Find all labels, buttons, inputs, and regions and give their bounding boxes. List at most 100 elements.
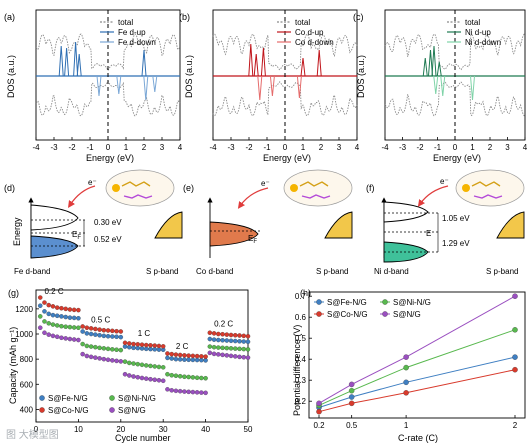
capacity-point bbox=[67, 324, 73, 330]
capacity-point bbox=[110, 328, 115, 334]
capacity-point bbox=[182, 389, 187, 394]
potential-chart: (h) Potential difference (V) C-rate (C) … bbox=[292, 288, 526, 443]
capacity-point bbox=[199, 390, 204, 395]
dos-tick-label: 0 bbox=[106, 143, 111, 152]
capacity-point bbox=[220, 338, 225, 343]
capacity-point bbox=[233, 338, 238, 344]
capacity-point bbox=[59, 323, 64, 329]
dos-tick-label: 2 bbox=[488, 143, 493, 152]
y-tick-label: 1200 bbox=[15, 305, 33, 314]
sulfur-atom bbox=[462, 184, 470, 192]
legend-label: S@Co-N/G bbox=[327, 310, 368, 319]
capacity-point bbox=[110, 358, 115, 363]
capacity-point bbox=[241, 355, 247, 360]
capacity-point bbox=[122, 371, 128, 377]
rate-annotation: 0.2 C bbox=[214, 319, 233, 328]
capacity-point bbox=[199, 357, 204, 363]
capacity-point bbox=[245, 334, 251, 339]
legend-down: Co d-down bbox=[295, 38, 334, 47]
capacity-point bbox=[177, 373, 183, 379]
capacity-point bbox=[228, 346, 234, 351]
capacity-point bbox=[237, 339, 242, 344]
capacity-point bbox=[93, 332, 98, 337]
series-line bbox=[318, 329, 516, 406]
capacity-point bbox=[37, 325, 43, 330]
capacity-point bbox=[194, 375, 200, 380]
dos-tick-label: -1 bbox=[86, 143, 94, 152]
band-panel-e: (e) EF Co d-band S p-band e⁻ bbox=[183, 169, 353, 276]
legend-up: Ni d-up bbox=[465, 28, 491, 37]
band-panel-f: (f) E 1.05 eV 1.29 eV Ni d-band S p-band… bbox=[366, 169, 525, 276]
capacity-point bbox=[224, 338, 230, 343]
capacity-point bbox=[84, 325, 90, 330]
series-point bbox=[348, 387, 355, 394]
capacity-point bbox=[135, 342, 141, 347]
total-dos-up bbox=[35, 33, 181, 72]
d-up-peak bbox=[260, 47, 266, 77]
watermark: 图 大模型图 bbox=[6, 430, 59, 441]
capacity-point bbox=[101, 346, 107, 351]
capacity-point bbox=[127, 360, 132, 366]
series-point bbox=[348, 400, 355, 407]
capacity-point bbox=[131, 374, 136, 379]
metal-band-label: Co d-band bbox=[196, 267, 233, 276]
sulfur-atom bbox=[112, 184, 120, 192]
capacity-point bbox=[101, 333, 107, 339]
x-tick-label: 0.2 bbox=[313, 421, 325, 430]
dos-tick-label: 1 bbox=[124, 143, 129, 152]
capacity-point bbox=[97, 333, 102, 338]
dos-xlabel-a: Energy (eV) bbox=[86, 153, 134, 163]
dos-legend: total Ni d-up Ni d-down bbox=[447, 18, 501, 47]
capacity-point bbox=[190, 357, 196, 363]
capacity-point bbox=[160, 378, 166, 384]
dos-tick-label: -2 bbox=[416, 143, 424, 152]
capacity-point bbox=[37, 314, 43, 319]
capacity-point bbox=[169, 388, 174, 393]
capacity-point bbox=[148, 343, 153, 348]
legend-marker bbox=[382, 311, 388, 317]
capacity-point bbox=[67, 307, 73, 312]
s-band-shape bbox=[496, 211, 525, 239]
d-up-peak bbox=[248, 43, 254, 77]
capacity-point bbox=[237, 333, 242, 338]
d-down-peak bbox=[433, 75, 439, 95]
capacity-chart: (g) Capacity (mAh g⁻¹) Cycle number 0 10 2… bbox=[8, 287, 253, 443]
capacity-point bbox=[160, 344, 166, 349]
capacity-point bbox=[143, 346, 149, 352]
rate-annotation: 1 C bbox=[138, 329, 151, 338]
capacity-point bbox=[165, 387, 170, 392]
capacity-point bbox=[105, 346, 111, 352]
dos-tick-labels: -4 -3 -2 -1 0 1 2 3 4 -4 -3 -2 -1 0 1 2 3 4 -4 -3 -2 -1 0 1 2 3 4 bbox=[32, 137, 528, 152]
y-tick-label: 0.2 bbox=[295, 397, 307, 406]
capacity-point bbox=[54, 313, 60, 319]
rate-annotation: 2 C bbox=[176, 342, 189, 351]
capacity-point bbox=[199, 354, 204, 359]
capacity-point bbox=[46, 332, 51, 337]
dos-tick-label: 4 bbox=[178, 143, 183, 152]
legend-marker bbox=[316, 311, 322, 317]
capacity-point bbox=[156, 364, 162, 370]
series-point bbox=[403, 364, 409, 371]
capacity-point bbox=[207, 336, 213, 342]
capacity-point bbox=[110, 334, 115, 339]
capacity-point bbox=[233, 354, 238, 359]
capacity-point bbox=[194, 390, 200, 395]
capacity-point bbox=[42, 319, 47, 324]
capacity-point bbox=[233, 346, 238, 351]
capacity-point bbox=[76, 337, 81, 343]
d-down-peak bbox=[152, 75, 158, 93]
d-up-peak bbox=[300, 57, 306, 77]
rate-annotation: 0.5 C bbox=[91, 316, 110, 325]
legend-marker bbox=[109, 395, 115, 401]
legend-label: S@N/G bbox=[393, 310, 421, 319]
series-point bbox=[316, 400, 322, 407]
capacity-point bbox=[97, 327, 102, 332]
panel-tag: (g) bbox=[8, 288, 19, 298]
capacity-point bbox=[216, 337, 221, 343]
dos-legend: total Co d-up Co d-down bbox=[277, 18, 334, 47]
capacity-point bbox=[105, 328, 111, 333]
capacity-point bbox=[228, 332, 234, 338]
x-tick-label: 10 bbox=[74, 425, 83, 434]
capacity-point bbox=[59, 335, 64, 341]
capacity-point bbox=[152, 347, 157, 352]
